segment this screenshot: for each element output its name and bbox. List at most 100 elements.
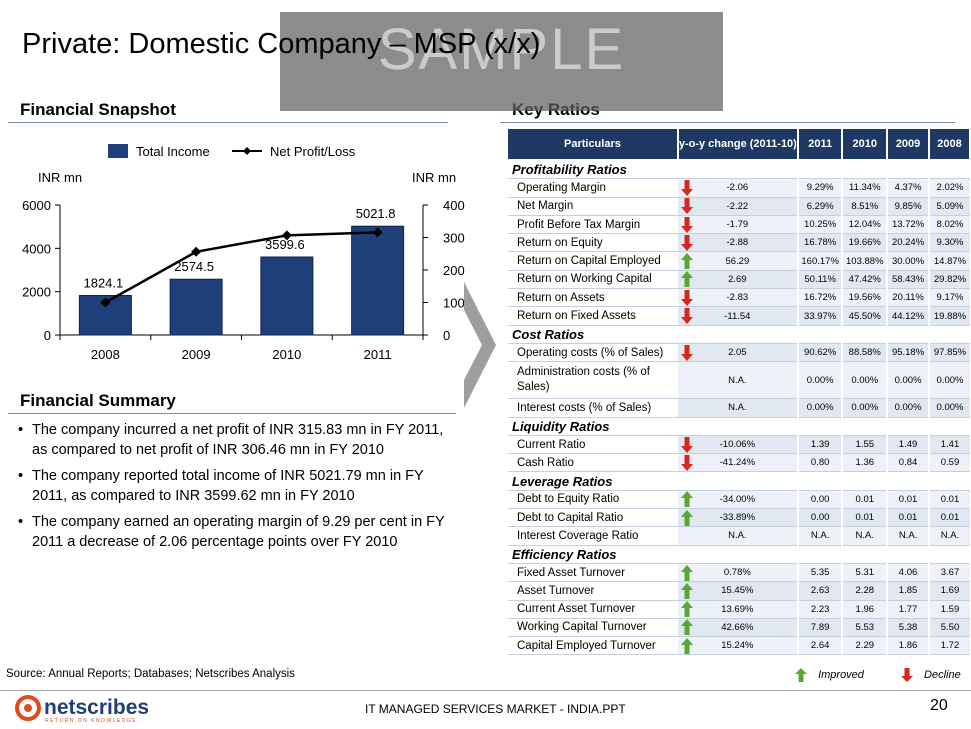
net-profit-point-2010 xyxy=(281,230,292,241)
ratio-value: 0.00% xyxy=(841,398,888,418)
yoy-value: 2.69 xyxy=(728,273,747,285)
ratio-value: 29.82% xyxy=(928,270,970,290)
ratio-value: 9.29% xyxy=(796,178,843,198)
ratio-value: N.A. xyxy=(796,526,843,546)
section-title: Cost Ratios xyxy=(508,325,678,344)
ratio-name: Debt to Capital Ratio xyxy=(508,508,678,528)
legend-decline: Decline xyxy=(924,668,961,681)
ratio-value: 0.01 xyxy=(886,508,930,528)
ratio-value: 10.25% xyxy=(796,215,843,235)
ratio-value: 12.04% xyxy=(841,215,888,235)
page-title: Private: Domestic Company – MSP (x/x) xyxy=(22,28,541,60)
arrow-down-icon xyxy=(680,198,693,215)
table-row: Return on Assets -2.83 16.72% 19.56% 20.11% 9… xyxy=(508,288,970,308)
yoy-value: 15.45% xyxy=(721,585,754,597)
ratio-value: 5.35 xyxy=(796,563,843,583)
ratio-value: 0.01 xyxy=(841,490,888,510)
yoy-value: -10.06% xyxy=(719,439,756,450)
arrow-down-icon xyxy=(680,289,693,306)
ratio-value: 0.01 xyxy=(928,490,970,510)
arrow-up-icon xyxy=(680,564,693,581)
ratio-value: 0.00% xyxy=(928,398,970,418)
net-profit-point-2008 xyxy=(100,297,111,308)
ratio-value: 1.36 xyxy=(841,453,888,473)
arrow-up-icon xyxy=(680,491,693,508)
right-tick-label: 100 xyxy=(443,296,465,311)
yoy-value: 13.69% xyxy=(721,603,754,615)
yoy-change: -1.79 xyxy=(677,215,798,235)
x-tick-label: 2009 xyxy=(182,347,211,362)
yoy-value: -1.79 xyxy=(726,219,749,231)
net-profit-point-2011 xyxy=(372,227,383,238)
ratio-name: Debt to Equity Ratio xyxy=(508,490,678,510)
ratio-value: 13.72% xyxy=(886,215,930,235)
watermark-box xyxy=(280,12,723,111)
yoy-change: 15.24% xyxy=(677,636,798,656)
column-header: y-o-y change (2011-10) xyxy=(677,129,799,161)
ratio-value: 2.64 xyxy=(796,636,843,656)
source-note: Source: Annual Reports; Databases; Netsc… xyxy=(6,668,295,680)
ratio-value: 0.00% xyxy=(841,361,888,400)
ratio-name: Working Capital Turnover xyxy=(508,618,678,638)
ratio-value: 8.02% xyxy=(928,215,970,235)
net-profit-line xyxy=(104,231,378,304)
ratio-value: 16.78% xyxy=(796,233,843,253)
data-label-2010: 3599.6 xyxy=(265,237,305,252)
ratio-name: Interest Coverage Ratio xyxy=(508,526,678,546)
ratio-value: 4.37% xyxy=(886,178,930,198)
yoy-value: 2.05 xyxy=(728,347,747,359)
yoy-value: -34.00% xyxy=(719,493,756,505)
yoy-value: -2.22 xyxy=(726,200,749,212)
ratio-value: 9.17% xyxy=(928,288,970,308)
column-header: 2008 xyxy=(929,129,971,161)
ratio-value: 1.85 xyxy=(886,581,930,601)
arrow-down-icon xyxy=(900,668,913,682)
ratio-value: 14.87% xyxy=(928,251,970,271)
summary-bullet: The company incurred a net profit of INR… xyxy=(18,420,458,460)
yoy-change: N.A. xyxy=(677,398,798,418)
section-title: Profitability Ratios xyxy=(508,160,678,180)
yoy-change: N.A. xyxy=(677,526,798,546)
bar-2011 xyxy=(351,225,405,336)
ratio-value: 1.69 xyxy=(928,581,970,601)
section-title: Efficiency Ratios xyxy=(508,545,678,564)
ratio-value: 2.63 xyxy=(796,581,843,601)
left-tick-label: 4000 xyxy=(22,241,51,256)
ratio-value: 30.00% xyxy=(886,251,930,271)
column-header: 2011 xyxy=(797,129,844,161)
data-label-bg xyxy=(81,275,126,291)
snapshot-heading: Financial Snapshot xyxy=(20,100,176,119)
ratio-value: 5.31 xyxy=(841,563,888,583)
table-row: Administration costs (% of Sales) N.A. 0.0… xyxy=(508,361,970,400)
yoy-change: 42.66% xyxy=(677,618,798,638)
bar-2010 xyxy=(260,256,314,336)
yoy-change: N.A. xyxy=(677,361,798,400)
yoy-change: -2.06 xyxy=(677,178,798,198)
yoy-value: -33.89% xyxy=(719,512,756,524)
yoy-change: -10.06% xyxy=(677,435,798,455)
arrow-up-icon xyxy=(680,601,693,618)
ratio-value: 0.01 xyxy=(841,508,888,528)
yoy-value: N.A. xyxy=(728,402,747,414)
legend-swatch-total-income xyxy=(108,144,128,158)
data-label-bg xyxy=(353,206,398,222)
ratio-value: 0.00 xyxy=(796,508,843,528)
yoy-change: -11.54 xyxy=(677,306,798,326)
ratio-value: 9.30% xyxy=(928,233,970,253)
table-header-row: Particulars y-o-y change (2011-10) 2011 201… xyxy=(508,129,971,161)
ratio-value: 4.06 xyxy=(886,563,930,583)
right-axis-label: INR mn xyxy=(412,170,456,185)
ratio-value: 8.51% xyxy=(841,197,888,216)
logo-tagline: RETURN ON KNOWLEDGE xyxy=(45,718,137,724)
arrow-up-icon xyxy=(680,271,693,288)
summary-bullet: The company earned an operating margin o… xyxy=(18,512,458,552)
yoy-change: -33.89% xyxy=(677,508,798,528)
summary-bullets: The company incurred a net profit of INR… xyxy=(18,420,458,558)
yoy-change: 2.69 xyxy=(677,270,798,290)
yoy-change: -2.22 xyxy=(677,197,798,216)
table-row: Profit Before Tax Margin -1.79 10.25% 12.04… xyxy=(508,215,970,235)
ratio-value: 103.88% xyxy=(841,251,888,271)
ratio-value: 0.00% xyxy=(886,398,930,418)
yoy-change: 56.29 xyxy=(677,251,798,271)
yoy-change: -2.88 xyxy=(677,233,798,253)
